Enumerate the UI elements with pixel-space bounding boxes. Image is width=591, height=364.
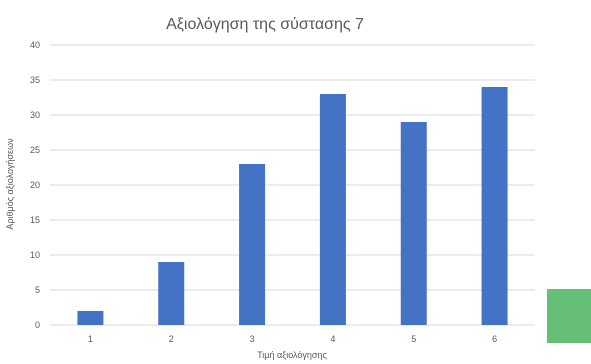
x-axis-ticks: 1 2 3 4 5 6 [88,334,497,344]
bars [77,87,508,325]
bar-4 [319,94,346,325]
y-tick-label: 20 [30,180,40,190]
y-tick-label: 35 [30,75,40,85]
bar-1 [77,311,104,325]
y-tick-label: 40 [30,40,40,50]
y-tick-label: 25 [30,145,40,155]
bar-2 [158,262,185,325]
gridlines [50,44,535,291]
x-axis-label: Τιμή αξιολόγησης [257,350,327,360]
x-tick-label: 1 [88,334,93,344]
bar-5 [400,122,427,325]
x-tick-label: 3 [250,334,255,344]
y-tick-label: 15 [30,215,40,225]
chart-title: Αξιολόγηση της σύστασης 7 [166,16,364,33]
y-axis-ticks: 0 5 10 15 20 25 30 35 40 [30,40,40,330]
green-swatch [547,289,591,343]
y-tick-label: 10 [30,250,40,260]
bar-3 [239,164,266,325]
x-tick-label: 4 [330,334,335,344]
bar-6 [481,87,508,325]
y-tick-label: 5 [35,285,40,295]
y-tick-label: 30 [30,110,40,120]
y-tick-label: 0 [35,320,40,330]
x-tick-label: 5 [411,334,416,344]
x-tick-label: 6 [492,334,497,344]
x-tick-label: 2 [169,334,174,344]
y-axis-label: Αριθμός αξιολογήσεων [5,138,15,230]
